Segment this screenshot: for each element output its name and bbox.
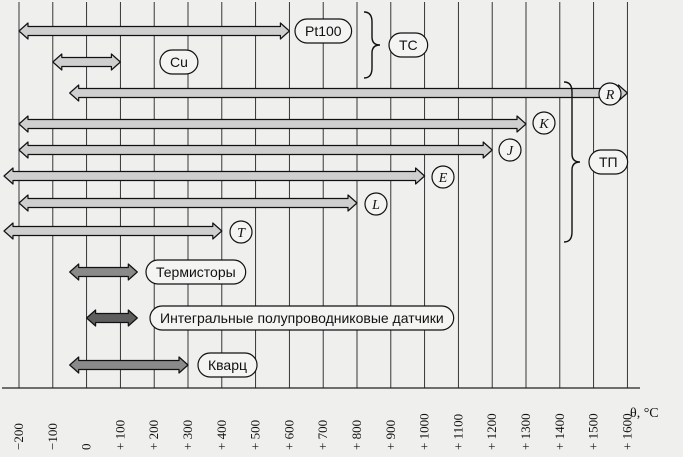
axis-tick-label: + 900	[383, 420, 398, 450]
group-pill-tp	[588, 149, 629, 175]
label-text-l: L	[371, 198, 380, 213]
range-arrow-integrated	[86, 309, 138, 327]
range-arrow-thermistors	[69, 263, 138, 281]
axis-tick-label: + 700	[315, 420, 330, 450]
axis-tick-label: + 1600	[619, 413, 634, 450]
label-text-j: J	[507, 144, 514, 159]
label-pill-thermistors	[145, 259, 247, 285]
label-text-thermistors: Термисторы	[156, 264, 236, 280]
label-text-e: E	[438, 171, 448, 186]
axis-tick-label: + 200	[146, 420, 161, 450]
axis-tick-label: + 300	[180, 420, 195, 450]
range-arrow-r	[69, 84, 628, 102]
range-arrow-pt100	[18, 22, 290, 40]
label-pill-quartz	[197, 352, 258, 378]
group-label-tp: ТП	[599, 154, 618, 170]
axis-tick-label: + 1200	[484, 413, 499, 450]
label-pill-integrated	[149, 305, 455, 331]
range-arrow-cu	[52, 53, 121, 71]
axis-tick-label: + 1300	[518, 413, 533, 450]
axis-tick-label: + 1100	[450, 414, 465, 450]
label-text-pt100: Pt100	[305, 23, 342, 39]
range-arrow-k	[18, 115, 527, 133]
range-arrow-j	[18, 141, 493, 159]
label-circle-r	[598, 82, 622, 106]
label-text-t: T	[237, 226, 246, 241]
axis-tick-label: + 500	[248, 420, 263, 450]
label-text-r: R	[605, 88, 615, 103]
axis-tick-label: + 1000	[417, 413, 432, 450]
label-circle-k	[532, 111, 556, 135]
bracket-tc	[363, 11, 381, 79]
label-circle-t	[229, 220, 253, 244]
axis-tick-label: −200	[11, 423, 26, 450]
range-arrow-e	[3, 167, 426, 185]
axis-tick-label: 0	[79, 444, 94, 451]
axis-tick-label: −100	[45, 423, 60, 450]
axis-unit-label: θ, °C	[630, 406, 659, 421]
label-text-integrated: Интегральные полупроводниковые датчики	[160, 310, 444, 326]
label-circle-e	[431, 165, 455, 189]
range-arrows	[3, 22, 628, 374]
label-circle-l	[364, 192, 388, 216]
temperature-axis: θ, °C −200 −100 0 + 100 + 200 + 300 + 400 + 500…	[11, 406, 659, 450]
range-arrow-quartz	[69, 356, 189, 374]
group-pill-tc	[388, 32, 429, 58]
axis-tick-label: + 400	[214, 420, 229, 450]
sensor-labels: Pt100 Cu R K J E L T Термисторы Интегральные полу…	[145, 18, 622, 378]
axis-tick-label: + 1500	[586, 413, 601, 450]
label-text-cu: Cu	[170, 54, 188, 70]
label-pill-pt100	[294, 18, 353, 44]
label-text-k: K	[538, 117, 549, 132]
label-circle-j	[498, 138, 522, 162]
axis-tick-label: + 600	[281, 420, 296, 450]
label-pill-cu	[159, 49, 199, 75]
range-arrow-t	[3, 222, 223, 240]
group-brackets: ТС ТП	[363, 11, 629, 243]
group-label-tc: ТС	[399, 37, 418, 53]
bracket-tp	[563, 81, 581, 243]
axis-tick-label: + 800	[349, 420, 364, 450]
axis-tick-label: + 1400	[552, 413, 567, 450]
axis-tick-label: + 100	[112, 420, 127, 450]
range-arrow-l	[18, 194, 358, 212]
label-text-quartz: Кварц	[208, 357, 247, 373]
